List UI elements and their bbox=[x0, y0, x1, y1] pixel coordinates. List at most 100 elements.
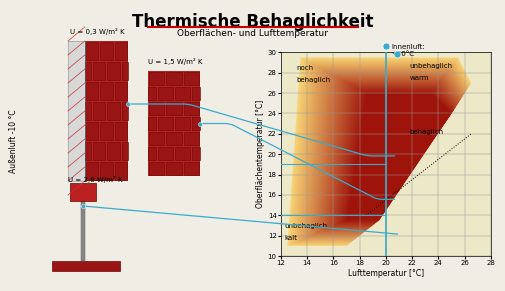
Polygon shape bbox=[314, 74, 461, 234]
Polygon shape bbox=[293, 61, 468, 243]
Bar bbox=[86, 42, 98, 60]
Text: Thermische Behaglichkeit: Thermische Behaglichkeit bbox=[132, 13, 373, 31]
Bar bbox=[114, 42, 127, 60]
Bar bbox=[148, 102, 164, 115]
Bar bbox=[158, 147, 173, 160]
Bar bbox=[85, 41, 128, 181]
Bar bbox=[114, 122, 127, 140]
Polygon shape bbox=[311, 72, 462, 235]
Bar bbox=[192, 147, 199, 160]
Bar bbox=[122, 142, 128, 160]
Y-axis label: Oberflächentemperatur [°C]: Oberflächentemperatur [°C] bbox=[256, 100, 264, 208]
Polygon shape bbox=[299, 65, 466, 241]
Polygon shape bbox=[313, 73, 462, 235]
Polygon shape bbox=[326, 81, 457, 229]
Text: unbehaglich: unbehaglich bbox=[409, 63, 451, 69]
Bar bbox=[175, 87, 190, 100]
Bar bbox=[192, 87, 199, 100]
Bar bbox=[100, 162, 113, 180]
Bar bbox=[70, 183, 96, 201]
Bar bbox=[183, 132, 198, 145]
Text: behaglich: behaglich bbox=[296, 77, 330, 83]
Bar bbox=[85, 142, 91, 160]
Bar bbox=[183, 102, 198, 115]
Bar bbox=[192, 117, 199, 130]
Bar bbox=[166, 72, 181, 85]
Bar bbox=[85, 102, 91, 120]
Bar bbox=[147, 147, 156, 160]
Bar bbox=[86, 122, 98, 140]
Polygon shape bbox=[317, 76, 460, 233]
Bar bbox=[107, 62, 120, 80]
Polygon shape bbox=[322, 79, 459, 231]
Polygon shape bbox=[341, 91, 452, 222]
Bar bbox=[114, 162, 127, 180]
Polygon shape bbox=[308, 70, 463, 237]
Polygon shape bbox=[332, 85, 455, 226]
Text: Außenluft -10 °C: Außenluft -10 °C bbox=[10, 109, 19, 173]
Polygon shape bbox=[296, 63, 467, 242]
Text: U = 2,6 W/m² K: U = 2,6 W/m² K bbox=[68, 176, 122, 183]
Bar bbox=[100, 122, 113, 140]
Polygon shape bbox=[343, 91, 451, 222]
Polygon shape bbox=[304, 68, 465, 239]
Polygon shape bbox=[325, 80, 458, 230]
Bar bbox=[122, 102, 128, 120]
Bar bbox=[158, 87, 173, 100]
Bar bbox=[100, 42, 113, 60]
Bar bbox=[81, 201, 85, 261]
Text: U = 1,5 W/m² K: U = 1,5 W/m² K bbox=[147, 58, 202, 65]
Polygon shape bbox=[287, 57, 470, 246]
Bar bbox=[175, 117, 190, 130]
Polygon shape bbox=[329, 83, 456, 228]
Bar bbox=[68, 41, 85, 181]
Text: noch: noch bbox=[296, 65, 313, 71]
Polygon shape bbox=[316, 75, 461, 233]
Bar bbox=[166, 162, 181, 175]
Bar bbox=[148, 132, 164, 145]
Polygon shape bbox=[310, 71, 463, 236]
Text: Innenluft:
+20°C: Innenluft: +20°C bbox=[390, 44, 424, 57]
Polygon shape bbox=[344, 92, 451, 221]
Bar bbox=[148, 72, 164, 85]
Bar bbox=[100, 82, 113, 100]
Bar bbox=[183, 72, 198, 85]
Bar bbox=[158, 117, 173, 130]
Bar bbox=[86, 162, 98, 180]
Text: unbehaglich: unbehaglich bbox=[284, 223, 327, 230]
Polygon shape bbox=[291, 60, 469, 244]
Bar bbox=[114, 82, 127, 100]
Polygon shape bbox=[307, 69, 464, 237]
Text: Oberflächen- und Lufttemperatur: Oberflächen- und Lufttemperatur bbox=[177, 29, 328, 38]
Polygon shape bbox=[328, 82, 457, 228]
Bar bbox=[107, 102, 120, 120]
Polygon shape bbox=[320, 78, 459, 232]
Bar bbox=[147, 87, 156, 100]
Polygon shape bbox=[319, 77, 460, 232]
Polygon shape bbox=[290, 59, 469, 245]
Text: U = 0,3 W/m² K: U = 0,3 W/m² K bbox=[70, 28, 124, 35]
Text: kalt: kalt bbox=[284, 235, 297, 241]
Bar bbox=[166, 102, 181, 115]
Text: warm: warm bbox=[409, 75, 428, 81]
Polygon shape bbox=[297, 64, 467, 241]
X-axis label: Lufttemperatur [°C]: Lufttemperatur [°C] bbox=[347, 269, 423, 278]
Bar bbox=[183, 162, 198, 175]
Bar bbox=[147, 117, 156, 130]
Bar bbox=[93, 102, 105, 120]
Bar bbox=[147, 71, 199, 176]
Bar bbox=[85, 62, 91, 80]
Polygon shape bbox=[338, 88, 453, 224]
Bar bbox=[107, 142, 120, 160]
Polygon shape bbox=[305, 68, 464, 238]
Polygon shape bbox=[334, 86, 454, 226]
Bar bbox=[86, 82, 98, 100]
Bar bbox=[93, 142, 105, 160]
Polygon shape bbox=[340, 89, 452, 223]
Bar bbox=[175, 147, 190, 160]
Polygon shape bbox=[302, 67, 465, 239]
Bar bbox=[93, 62, 105, 80]
Polygon shape bbox=[337, 88, 453, 224]
Polygon shape bbox=[331, 84, 456, 227]
Polygon shape bbox=[294, 62, 468, 243]
